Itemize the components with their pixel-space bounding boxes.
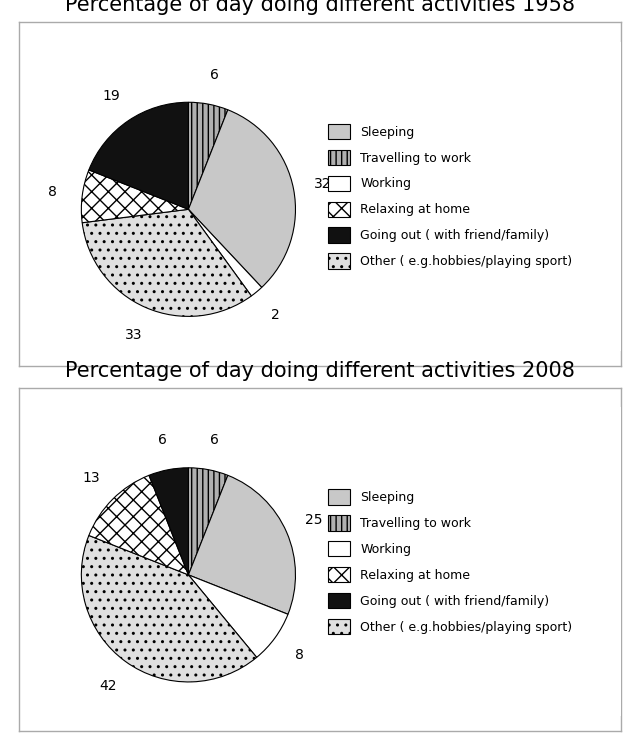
Text: 2: 2 (271, 308, 280, 322)
Legend: Sleeping, Travelling to work, Working, Relaxing at home, Going out ( with friend: Sleeping, Travelling to work, Working, R… (324, 120, 576, 272)
Text: 13: 13 (83, 471, 100, 485)
Wedge shape (188, 210, 262, 296)
Text: 42: 42 (99, 679, 116, 693)
Text: 33: 33 (125, 328, 143, 342)
Wedge shape (89, 102, 188, 210)
Text: 6: 6 (210, 433, 218, 448)
Wedge shape (82, 210, 252, 316)
Wedge shape (81, 170, 188, 223)
Wedge shape (188, 102, 228, 210)
Legend: Sleeping, Travelling to work, Working, Relaxing at home, Going out ( with friend: Sleeping, Travelling to work, Working, R… (324, 486, 576, 638)
Wedge shape (188, 468, 228, 575)
Title: Percentage of day doing different activities 1958: Percentage of day doing different activi… (65, 0, 575, 15)
Text: 6: 6 (158, 433, 167, 448)
Wedge shape (188, 475, 296, 614)
Text: 19: 19 (102, 89, 120, 103)
Wedge shape (81, 536, 257, 682)
Text: 8: 8 (48, 185, 57, 199)
Wedge shape (149, 468, 188, 575)
Text: 32: 32 (314, 177, 332, 191)
Wedge shape (89, 475, 188, 575)
Text: 6: 6 (210, 68, 218, 82)
Text: 25: 25 (305, 513, 323, 527)
Title: Percentage of day doing different activities 2008: Percentage of day doing different activi… (65, 361, 575, 380)
Wedge shape (188, 575, 288, 657)
Text: 8: 8 (295, 648, 304, 662)
Wedge shape (188, 110, 296, 287)
